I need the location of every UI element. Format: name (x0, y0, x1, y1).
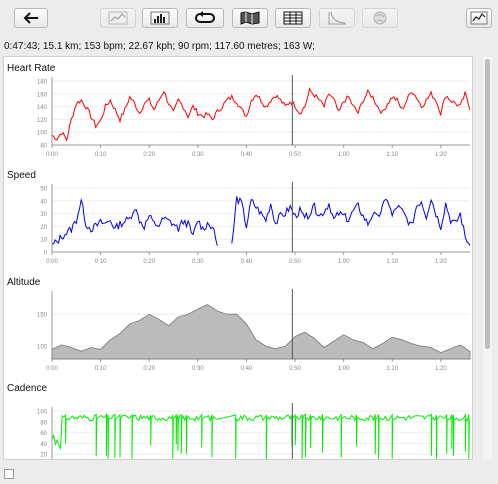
x-tick-label: 0:40 (241, 259, 253, 265)
y-tick-label: 30 (40, 212, 47, 218)
x-tick-label: 0:50 (289, 152, 301, 158)
x-tick-label: 0:30 (192, 259, 204, 265)
table-view-button[interactable] (275, 8, 311, 28)
y-tick-label: 120 (37, 118, 48, 124)
cadence-chart: 020406080100 (37, 403, 470, 459)
y-tick-label: 0 (44, 251, 48, 257)
x-tick-label: 0:20 (143, 152, 155, 158)
x-tick-label: 0:50 (289, 366, 301, 372)
y-tick-label: 40 (40, 199, 47, 205)
speed-line-segment (231, 196, 471, 246)
x-tick-label: 0:30 (192, 366, 204, 372)
activity-summary: 0:47:43; 15.1 km; 153 bpm; 22.67 kph; 90… (4, 41, 315, 52)
heart-rate-line (51, 86, 471, 142)
x-tick-label: 0:20 (143, 259, 155, 265)
x-tick-label: 0:10 (95, 152, 107, 158)
x-tick-label: 0:10 (95, 366, 107, 372)
x-tick-label: 1:00 (338, 366, 350, 372)
histogram-view-button[interactable] (142, 8, 178, 28)
lap-view-button[interactable] (186, 8, 224, 28)
x-tick-label: 1:20 (435, 152, 447, 158)
x-tick-label: 1:10 (386, 366, 398, 372)
speed-chart: 0 10 20 30 40 50 0:00 0:10 0:20 0:30 0:40 0:50 1:00 1… (40, 182, 471, 265)
y-tick-label: 80 (40, 420, 47, 426)
resize-icon[interactable] (4, 469, 14, 479)
x-tick-label: 1:10 (386, 259, 398, 265)
x-tick-label: 0:20 (143, 366, 155, 372)
line-chart-icon (470, 11, 488, 25)
y-tick-label: 100 (37, 410, 48, 416)
line-chart-icon (108, 11, 128, 25)
speed-title: Speed (7, 170, 36, 181)
power-curve-button[interactable] (319, 8, 355, 28)
globe-icon (373, 11, 387, 25)
decay-curve-icon (328, 11, 346, 25)
y-tick-label: 60 (40, 431, 47, 437)
toolbar (0, 0, 498, 34)
loop-arrow-icon (195, 11, 215, 23)
y-tick-label: 20 (40, 225, 47, 231)
charts-panel: Heart Rate 80 100 120 140 160 180 0:00 0:10 0:20… (3, 56, 473, 460)
graph-options-button[interactable] (466, 8, 492, 28)
y-tick-label: 10 (40, 238, 47, 244)
x-tick-label: 0:00 (46, 152, 58, 158)
scrollbar-thumb[interactable] (485, 59, 490, 349)
x-tick-label: 0:00 (46, 259, 58, 265)
left-arrow-icon (23, 12, 38, 24)
y-tick-label: 100 (37, 345, 48, 351)
y-tick-label: 100 (37, 131, 48, 137)
histogram-icon (150, 11, 170, 25)
heart-rate-title: Heart Rate (7, 63, 56, 74)
y-tick-label: 150 (37, 313, 48, 319)
table-icon (283, 11, 303, 25)
vertical-scrollbar[interactable] (483, 57, 492, 460)
x-tick-label: 0:40 (241, 152, 253, 158)
y-tick-label: 50 (40, 187, 47, 193)
y-tick-label: 140 (37, 105, 48, 111)
x-tick-label: 0:10 (95, 259, 107, 265)
x-tick-label: 1:20 (435, 259, 447, 265)
speed-line-segment (51, 198, 218, 246)
x-tick-label: 0:30 (192, 152, 204, 158)
line-chart-view-button[interactable] (100, 8, 136, 28)
altitude-area (51, 304, 471, 360)
globe-button[interactable] (362, 8, 398, 28)
y-tick-label: 80 (40, 144, 47, 150)
map-view-button[interactable] (232, 8, 268, 28)
altitude-title: Altitude (7, 277, 41, 288)
y-tick-label: 180 (37, 80, 48, 86)
cadence-title: Cadence (7, 383, 48, 394)
y-tick-label: 40 (40, 442, 47, 448)
map-icon (240, 11, 260, 25)
y-tick-label: 160 (37, 92, 48, 98)
x-tick-label: 0:50 (289, 259, 301, 265)
altitude-chart: 100 150 0:00 0:10 0:20 0:30 0:40 0:50 1:00 1:10 1:… (37, 289, 471, 372)
x-tick-label: 1:00 (338, 152, 350, 158)
x-tick-label: 0:40 (241, 366, 253, 372)
x-tick-label: 1:00 (338, 259, 350, 265)
x-tick-label: 1:10 (386, 152, 398, 158)
cadence-line (51, 412, 470, 459)
x-tick-label: 0:00 (46, 366, 58, 372)
back-button[interactable] (14, 8, 48, 28)
heart-rate-chart: 80 100 120 140 160 180 0:00 0:10 0:20 0:30 0:40 0:5… (37, 75, 471, 158)
y-tick-label: 20 (40, 453, 47, 459)
x-tick-label: 1:20 (435, 366, 447, 372)
